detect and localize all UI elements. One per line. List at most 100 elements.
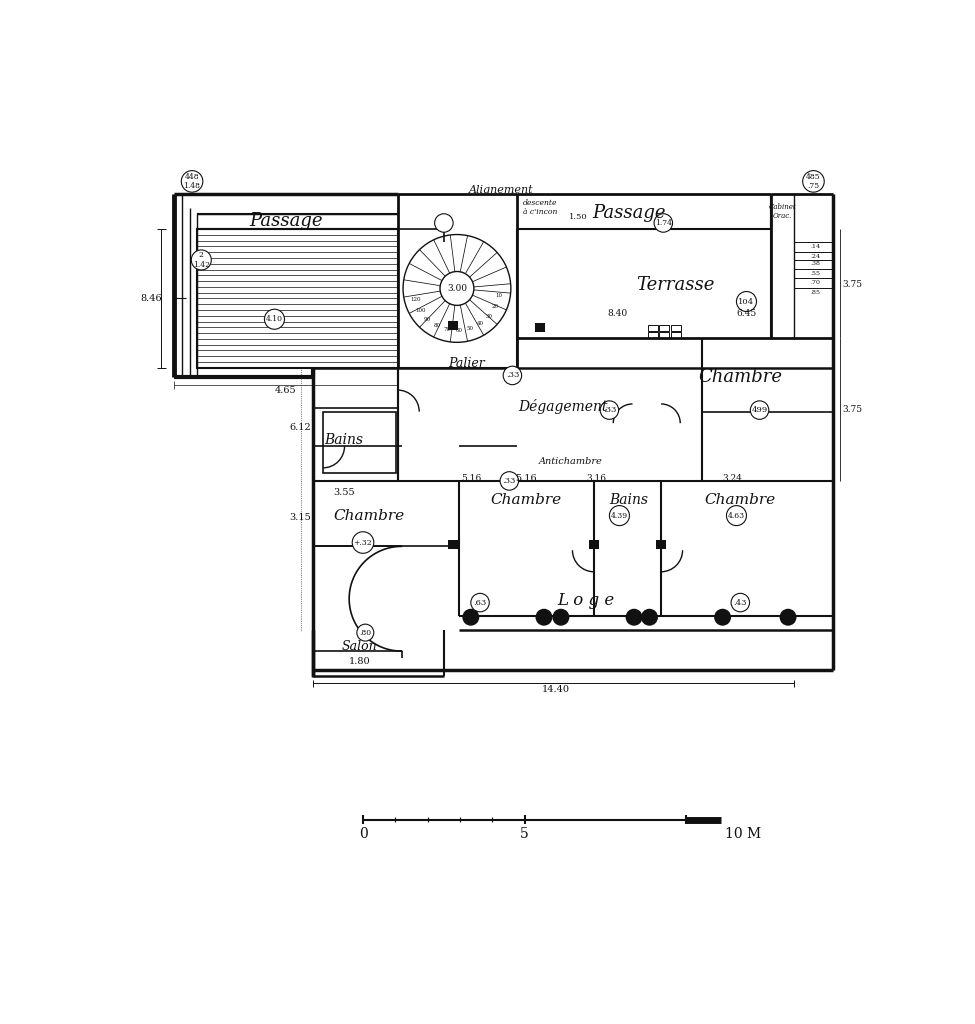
- Text: L o g e: L o g e: [558, 592, 615, 609]
- Circle shape: [751, 400, 769, 420]
- Text: 50: 50: [467, 327, 474, 332]
- Text: .85: .85: [811, 290, 821, 295]
- Text: +.32: +.32: [354, 539, 372, 547]
- Text: 8.40: 8.40: [607, 308, 627, 317]
- Text: 104: 104: [738, 298, 755, 305]
- Circle shape: [714, 608, 731, 626]
- Bar: [590, 541, 599, 550]
- Bar: [659, 333, 670, 338]
- Text: .43: .43: [733, 599, 747, 606]
- Text: 80: 80: [433, 324, 440, 329]
- Bar: [671, 326, 681, 331]
- Text: 10 M: 10 M: [725, 826, 761, 841]
- Circle shape: [357, 625, 373, 641]
- Circle shape: [435, 214, 453, 232]
- Text: Chambre: Chambre: [698, 368, 782, 386]
- Circle shape: [626, 608, 643, 626]
- Circle shape: [352, 531, 373, 553]
- Text: Chambre: Chambre: [490, 494, 562, 507]
- Bar: [648, 333, 658, 338]
- Text: Terrasse: Terrasse: [636, 275, 714, 294]
- Text: Dégagement: Dégagement: [519, 398, 608, 414]
- Text: Bains: Bains: [609, 494, 648, 507]
- Text: 60: 60: [455, 329, 462, 334]
- Text: .24: .24: [810, 254, 821, 259]
- Text: 90: 90: [424, 316, 431, 322]
- Text: 120: 120: [410, 297, 421, 302]
- Circle shape: [264, 309, 285, 330]
- Circle shape: [601, 400, 619, 420]
- Bar: [656, 541, 666, 550]
- Bar: [659, 326, 670, 331]
- Bar: [323, 412, 396, 473]
- Text: 10: 10: [495, 293, 502, 298]
- Circle shape: [731, 593, 750, 611]
- Text: 5.16: 5.16: [460, 474, 481, 483]
- Text: 30: 30: [486, 313, 492, 318]
- Text: 448
1.48: 448 1.48: [183, 173, 201, 190]
- Bar: [448, 321, 457, 330]
- Text: 3.75: 3.75: [841, 404, 862, 414]
- Text: 0: 0: [359, 826, 368, 841]
- Text: .55: .55: [811, 270, 821, 275]
- Circle shape: [726, 506, 747, 525]
- Text: Cabinet
Orac.: Cabinet Orac.: [768, 203, 797, 220]
- Circle shape: [503, 367, 522, 385]
- Text: 5.16: 5.16: [516, 474, 537, 483]
- Circle shape: [535, 608, 553, 626]
- Bar: [535, 324, 545, 333]
- Bar: [448, 541, 457, 550]
- Text: .33: .33: [603, 407, 616, 414]
- Circle shape: [609, 506, 630, 525]
- Text: 6.45: 6.45: [736, 308, 757, 317]
- Text: 1.50: 1.50: [569, 213, 588, 221]
- Text: Bains: Bains: [325, 433, 364, 447]
- Circle shape: [802, 171, 824, 193]
- Circle shape: [462, 608, 480, 626]
- Text: 3.00: 3.00: [447, 284, 467, 293]
- Text: Antichambre: Antichambre: [539, 457, 603, 466]
- Circle shape: [191, 250, 212, 270]
- Text: Palier: Palier: [448, 356, 486, 370]
- Text: .63: .63: [474, 599, 487, 606]
- Bar: [671, 333, 681, 338]
- Text: 4.65: 4.65: [275, 386, 296, 395]
- Text: 1.74: 1.74: [655, 219, 672, 227]
- Bar: [198, 229, 398, 368]
- Text: 4.10: 4.10: [266, 315, 283, 324]
- Text: 70: 70: [444, 328, 450, 333]
- Bar: [648, 326, 658, 331]
- Text: Passage: Passage: [250, 212, 323, 230]
- Circle shape: [500, 472, 519, 490]
- Text: .33: .33: [503, 477, 516, 485]
- Text: .80: .80: [359, 629, 371, 637]
- Text: Salon: Salon: [341, 640, 377, 653]
- Circle shape: [641, 608, 658, 626]
- Text: 100: 100: [415, 307, 425, 312]
- Text: 40: 40: [477, 322, 484, 327]
- Text: Chambre: Chambre: [705, 494, 776, 507]
- Text: 3.55: 3.55: [332, 488, 355, 497]
- Text: 499: 499: [752, 407, 767, 414]
- Text: 6.12: 6.12: [289, 423, 311, 431]
- Text: .33: .33: [506, 372, 519, 380]
- Text: .70: .70: [811, 280, 821, 285]
- Text: 3.75: 3.75: [841, 281, 862, 289]
- Circle shape: [654, 214, 673, 232]
- Text: 4.39: 4.39: [611, 512, 628, 519]
- Circle shape: [780, 608, 797, 626]
- Circle shape: [553, 608, 569, 626]
- Text: 8.46: 8.46: [140, 294, 162, 303]
- Text: Passage: Passage: [592, 204, 665, 222]
- Text: .38: .38: [811, 261, 821, 266]
- Text: Chambre: Chambre: [333, 509, 405, 522]
- Text: 2
1.42: 2 1.42: [193, 251, 210, 268]
- Text: descente
à c'incon: descente à c'incon: [523, 199, 558, 216]
- Text: 1.80: 1.80: [348, 657, 370, 667]
- Text: 3.15: 3.15: [289, 513, 311, 521]
- Text: 3.24: 3.24: [722, 474, 743, 483]
- Circle shape: [736, 292, 757, 311]
- Text: Alignement: Alignement: [469, 185, 534, 195]
- Circle shape: [181, 171, 203, 193]
- Text: .14: .14: [810, 244, 821, 249]
